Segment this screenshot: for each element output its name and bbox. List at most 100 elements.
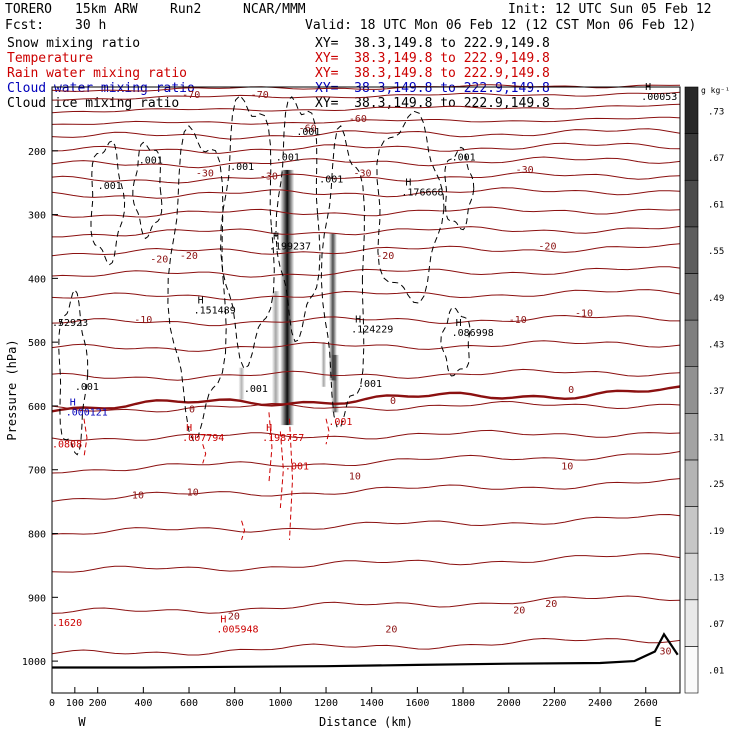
temperature-isotherm bbox=[52, 225, 681, 238]
rain-contour bbox=[268, 412, 273, 483]
snow-contour bbox=[90, 140, 126, 266]
rain-contour bbox=[279, 431, 284, 509]
colorbar-tick-label: .13 bbox=[708, 573, 724, 583]
snow-label: .001 bbox=[358, 379, 382, 390]
x-tick-label: 1000 bbox=[268, 698, 292, 709]
colorbar-swatch bbox=[684, 133, 699, 181]
x-tick-label: 0 bbox=[49, 698, 55, 709]
colorbar-tick-label: .07 bbox=[708, 620, 724, 630]
colorbar-tick-label: .37 bbox=[708, 387, 724, 397]
x-tick-label: 600 bbox=[180, 698, 198, 709]
extremum-value: .005948 bbox=[216, 624, 258, 635]
temperature-label: 0 bbox=[568, 385, 574, 396]
x-tick-label: 800 bbox=[226, 698, 244, 709]
field-name-rain: Rain water mixing ratio bbox=[7, 66, 188, 81]
temperature-label: -30 bbox=[516, 165, 534, 176]
header-init: Init: 12 UTC Sun 05 Feb 12 bbox=[508, 2, 712, 17]
colorbar-swatch bbox=[684, 179, 699, 228]
temperature-label: -10 bbox=[509, 315, 527, 326]
extremum-value: .198757 bbox=[262, 433, 304, 444]
temperature-isotherm bbox=[51, 289, 681, 301]
snow-label: .001 bbox=[296, 127, 320, 138]
rain-label: .001 bbox=[285, 462, 309, 473]
extremum-marker: H bbox=[70, 398, 76, 409]
x-tick-label: 2000 bbox=[497, 698, 521, 709]
snow-contour bbox=[275, 96, 321, 343]
snow-contour bbox=[220, 94, 275, 370]
extremum-marker: H bbox=[645, 82, 651, 93]
temperature-isotherm bbox=[51, 513, 681, 535]
extremum-value: .124229 bbox=[351, 325, 393, 336]
temperature-isotherm bbox=[51, 595, 681, 614]
plot-frame bbox=[51, 86, 681, 694]
temperature-label: 10 bbox=[132, 490, 144, 501]
extremum-value: .00053 bbox=[641, 92, 677, 103]
temperature-isotherm bbox=[51, 116, 681, 125]
cloud-ice-shading bbox=[321, 342, 327, 387]
y-tick-label: 200 bbox=[28, 147, 46, 158]
rain-label: .001 bbox=[328, 417, 352, 428]
field-range-temperature: XY= 38.3,149.8 to 222.9,149.8 bbox=[315, 51, 550, 66]
x-tick-label: 1400 bbox=[360, 698, 384, 709]
temperature-label: -30 bbox=[260, 171, 278, 182]
temperature-label: 20 bbox=[228, 612, 240, 623]
temperature-label: 20 bbox=[545, 599, 557, 610]
x-tick-label: 1600 bbox=[405, 698, 429, 709]
temperature-label: -30 bbox=[196, 168, 214, 179]
temperature-isotherm bbox=[51, 340, 681, 352]
colorbar-swatch bbox=[684, 599, 699, 647]
temperature-label: 20 bbox=[385, 624, 397, 635]
snow-label: .001 bbox=[452, 152, 476, 163]
field-name-temperature: Temperature bbox=[7, 51, 94, 66]
y-tick-label: 400 bbox=[28, 274, 46, 285]
extremum-value: .176668 bbox=[401, 187, 443, 198]
extremum-value: .007794 bbox=[182, 433, 224, 444]
snow-label: .001 bbox=[276, 152, 300, 163]
snow-contour bbox=[440, 306, 471, 377]
header-org: NCAR/MMM bbox=[243, 2, 306, 17]
field-range-snow: XY= 38.3,149.8 to 222.9,149.8 bbox=[315, 36, 550, 51]
colorbar-tick-label: .67 bbox=[708, 154, 724, 164]
temperature-isotherm bbox=[51, 171, 681, 184]
snow-contour bbox=[58, 288, 89, 456]
field-name-cloud-ice: Cloud ice mixing ratio bbox=[7, 96, 180, 111]
freezing-level-line bbox=[51, 385, 681, 413]
snow-contour bbox=[132, 141, 163, 240]
temperature-isotherm bbox=[51, 314, 680, 327]
y-tick-label: 800 bbox=[28, 530, 46, 541]
temperature-label: 10 bbox=[561, 462, 573, 473]
temperature-label: -20 bbox=[538, 242, 556, 253]
colorbar-swatch bbox=[684, 226, 699, 274]
header-resolution: 15km ARW bbox=[75, 2, 138, 17]
temperature-isotherm bbox=[51, 206, 681, 218]
temperature-label: -30 bbox=[353, 168, 371, 179]
field-range-rain: XY= 38.3,149.8 to 222.9,149.8 bbox=[315, 66, 550, 81]
extremum-marker: H bbox=[220, 614, 226, 625]
rain-contour bbox=[325, 418, 330, 445]
cloud-ice-shading bbox=[271, 291, 280, 406]
colorbar-tick-label: .55 bbox=[708, 247, 724, 257]
colorbar-tick-label: .43 bbox=[708, 340, 724, 350]
header-fcst-value: 30 h bbox=[75, 18, 107, 33]
temperature-isotherm bbox=[51, 368, 681, 381]
extremum-marker: H bbox=[198, 295, 204, 306]
x-tick-label: 400 bbox=[134, 698, 152, 709]
colorbar-swatch bbox=[684, 366, 699, 414]
x-tick-label: 2600 bbox=[634, 698, 658, 709]
extremum-value: .52923 bbox=[52, 318, 88, 329]
y-axis-label: Pressure (hPa) bbox=[5, 339, 19, 440]
snow-label: .001 bbox=[230, 162, 254, 173]
y-tick-label: 1000 bbox=[22, 657, 46, 668]
field-name-snow: Snow mixing ratio bbox=[7, 36, 141, 51]
extremum-marker: H bbox=[405, 177, 411, 188]
snow-label: .001 bbox=[75, 382, 99, 393]
extremum-marker: H bbox=[273, 232, 279, 243]
temperature-isotherm bbox=[51, 84, 681, 92]
snow-label: .001 bbox=[139, 156, 163, 167]
temperature-label: -20 bbox=[376, 251, 394, 262]
temperature-label: -20 bbox=[150, 254, 168, 265]
colorbar-tick-label: .61 bbox=[708, 201, 724, 211]
extremum-marker: H bbox=[186, 423, 192, 434]
snow-contour bbox=[376, 110, 445, 304]
